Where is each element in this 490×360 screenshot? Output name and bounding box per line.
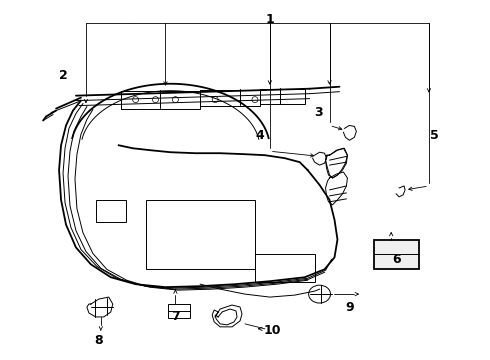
- Text: 6: 6: [392, 253, 400, 266]
- Bar: [169, 304, 190, 318]
- Text: 8: 8: [95, 334, 103, 347]
- Text: 4: 4: [256, 129, 264, 142]
- Bar: [255, 255, 315, 282]
- Bar: [200, 90, 260, 105]
- Bar: [121, 91, 200, 109]
- Bar: [260, 89, 305, 104]
- Text: 5: 5: [430, 129, 438, 142]
- Text: 2: 2: [59, 69, 68, 82]
- Text: 7: 7: [171, 310, 180, 323]
- Bar: [374, 239, 419, 269]
- Bar: [96, 200, 125, 222]
- Text: 3: 3: [314, 106, 323, 119]
- Text: 9: 9: [345, 301, 354, 314]
- Text: 10: 10: [263, 324, 281, 337]
- Bar: [146, 200, 255, 269]
- Text: 1: 1: [266, 13, 274, 26]
